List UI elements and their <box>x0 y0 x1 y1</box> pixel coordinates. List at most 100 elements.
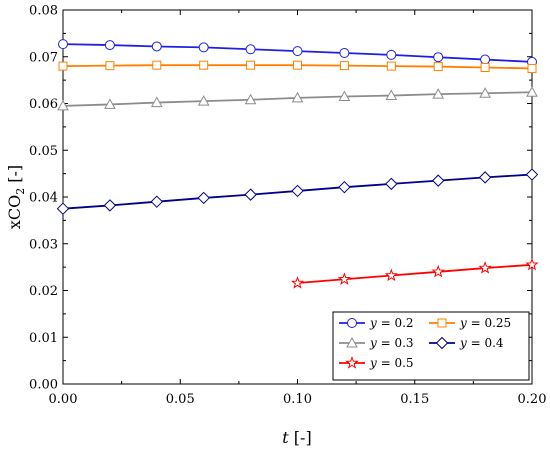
legend-item: y = 0.5 <box>339 356 414 370</box>
data-point <box>433 52 444 63</box>
data-point <box>432 88 445 99</box>
legend-items: y = 0.2 y = 0.25y = 0.3 y = 0.4y = 0.5 <box>339 316 511 370</box>
data-point <box>291 91 304 103</box>
x-axis-title-var: t <box>282 428 289 447</box>
x-tick-label: 0.20 <box>518 392 547 407</box>
data-point <box>58 61 68 71</box>
legend-label-value: = 0.3 <box>377 336 414 350</box>
x-tick-label: 0.05 <box>166 392 195 407</box>
data-point <box>152 60 162 70</box>
data-point <box>525 168 539 181</box>
data-point <box>151 41 162 52</box>
x-tick-label: 0.00 <box>49 392 78 407</box>
series-1 <box>58 39 537 67</box>
y-tick-label: 0.04 <box>29 191 58 206</box>
legend-item: y = 0.25 <box>429 316 511 330</box>
series-5 <box>290 257 539 289</box>
legend-label-value: = 0.2 <box>377 316 414 330</box>
data-point <box>293 60 302 70</box>
y-tick-label: 0.01 <box>29 331 58 346</box>
data-point <box>197 191 210 205</box>
x-axis-title-unit: [-] <box>289 428 312 447</box>
x-tick-label: 0.15 <box>400 392 429 407</box>
data-point <box>291 184 304 198</box>
data-point <box>245 44 256 55</box>
data-point <box>338 180 351 194</box>
legend-label: y = 0.4 <box>459 336 504 350</box>
y-tick-label: 0.00 <box>29 378 58 393</box>
legend-marker <box>345 356 359 369</box>
data-point <box>105 61 115 71</box>
data-point <box>56 202 70 215</box>
legend-marker <box>347 318 357 328</box>
data-point <box>339 48 350 59</box>
data-point <box>385 89 398 101</box>
y-axis-title-suffix: [-] <box>5 165 24 188</box>
data-point <box>104 98 116 109</box>
data-point <box>337 272 351 285</box>
series-layer <box>56 39 539 289</box>
y-tick-label: 0.05 <box>29 144 58 159</box>
data-point <box>480 63 490 73</box>
series-2 <box>58 60 537 73</box>
data-point <box>339 61 349 71</box>
legend-marker <box>437 318 447 328</box>
data-point <box>478 261 492 274</box>
legend-label: y = 0.2 <box>369 316 414 330</box>
series-4 <box>56 168 539 215</box>
data-point <box>246 60 256 70</box>
y-tick-label: 0.06 <box>29 97 58 112</box>
data-point <box>479 87 491 98</box>
legend-label-value: = 0.5 <box>377 356 414 370</box>
data-point <box>384 268 398 282</box>
data-point <box>292 46 303 57</box>
data-point <box>478 171 492 184</box>
data-point <box>150 195 164 208</box>
data-point <box>104 40 115 51</box>
y-tick-label: 0.07 <box>29 50 58 65</box>
series-line <box>297 263 533 284</box>
legend-label-var: y <box>369 316 377 330</box>
data-point <box>433 62 443 72</box>
data-point <box>527 63 537 73</box>
legend-label-var: y <box>369 336 377 350</box>
data-point <box>150 96 163 108</box>
x-axis-title: t [-] <box>282 428 311 447</box>
data-point <box>338 90 351 101</box>
series-3 <box>57 86 538 111</box>
legend-label: y = 0.5 <box>369 356 414 370</box>
legend-label: y = 0.3 <box>369 336 414 350</box>
data-point <box>57 99 69 111</box>
y-tick-label: 0.08 <box>29 4 58 19</box>
data-point <box>199 60 209 70</box>
legend-label-value: = 0.4 <box>467 336 504 350</box>
data-point <box>103 199 117 212</box>
legend-marker <box>346 336 358 348</box>
data-point <box>525 257 539 271</box>
data-point <box>431 264 445 278</box>
data-point <box>480 54 491 65</box>
axis-ticks: 0.00 0.05 0.10 0.15 0.20 0.00 0.01 0.02 0.03 0.04… <box>29 4 546 408</box>
data-point <box>244 188 257 201</box>
y-axis-title-prefix: xCO <box>5 195 24 229</box>
data-point <box>386 61 396 71</box>
legend-label-var: y <box>459 316 467 330</box>
legend-label-var: y <box>369 356 377 370</box>
legend-label-var: y <box>459 336 467 350</box>
y-axis-title-subscript: 2 <box>14 188 27 195</box>
data-point <box>197 95 210 106</box>
y-tick-label: 0.03 <box>29 237 58 252</box>
data-point <box>385 177 398 191</box>
legend-item: y = 0.3 <box>339 336 414 350</box>
data-point <box>386 49 397 60</box>
data-point <box>526 86 538 97</box>
legend: y = 0.2 y = 0.25y = 0.3 y = 0.4y = 0.5 <box>332 311 530 381</box>
legend-label-value: = 0.25 <box>467 316 511 330</box>
data-point <box>431 174 445 187</box>
y-tick-label: 0.02 <box>29 284 58 299</box>
data-point <box>198 42 209 53</box>
legend-label: y = 0.25 <box>459 316 511 330</box>
data-point <box>244 93 257 105</box>
legend-item: y = 0.2 <box>339 316 414 330</box>
